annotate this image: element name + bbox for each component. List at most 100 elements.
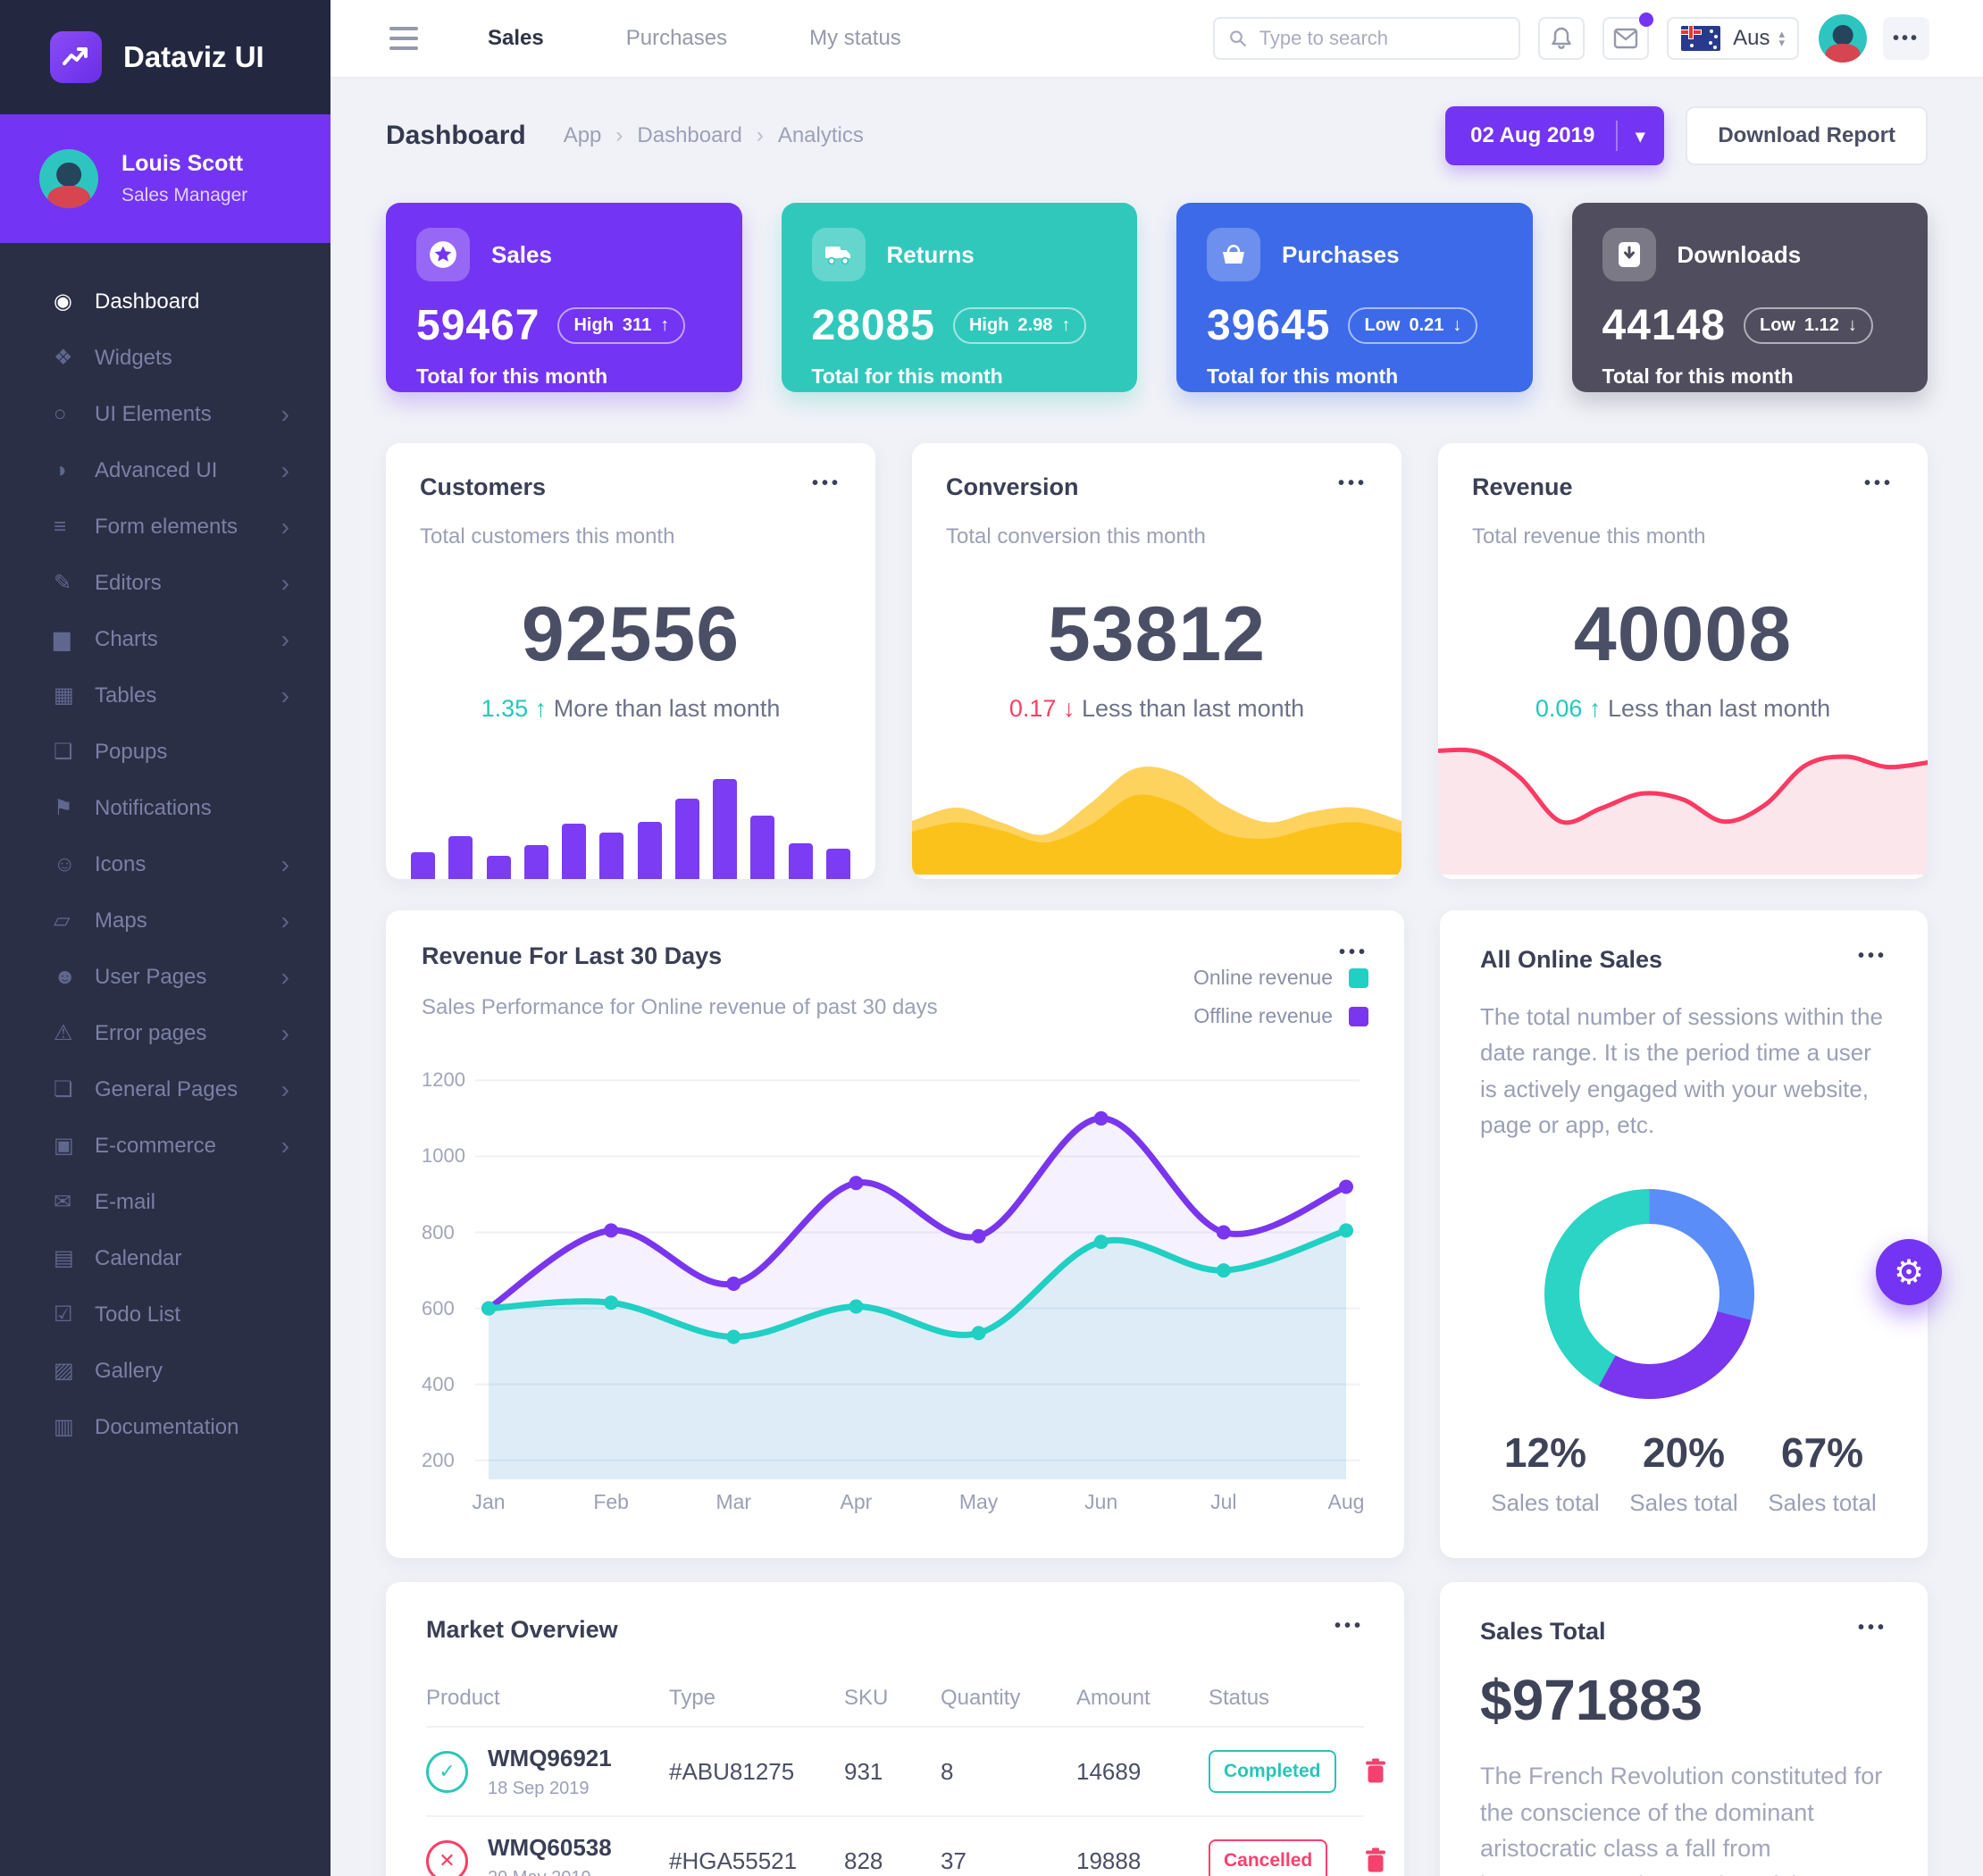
sidebar-item-ui-elements[interactable]: ○ UI Elements › <box>0 386 330 442</box>
sidebar-item-maps[interactable]: ▱ Maps › <box>0 892 330 949</box>
hamburger-menu-icon[interactable] <box>389 27 418 50</box>
sidebar-item-documentation[interactable]: ▥ Documentation <box>0 1399 330 1455</box>
sidebar-item-calendar[interactable]: ▤ Calendar <box>0 1230 330 1286</box>
settings-fab[interactable]: ⚙ <box>1876 1239 1942 1305</box>
y-axis: 1200 1000 800 600 400 200 <box>422 1059 466 1479</box>
card-subtitle: Total conversion this month <box>946 524 1206 549</box>
table-row[interactable]: ✓ WMQ96921 18 Sep 2019 #ABU81275 931 8 1… <box>426 1726 1385 1815</box>
delete-row-button[interactable] <box>1364 1758 1387 1785</box>
bell-icon <box>1552 27 1571 49</box>
trash-icon <box>1366 1758 1385 1783</box>
card-menu-button[interactable]: ••• <box>1863 473 1894 493</box>
sidebar-item-user-pages[interactable]: ☻ User Pages › <box>0 949 330 1005</box>
card-menu-button[interactable]: ••• <box>1338 942 1368 962</box>
check-circle-icon: ✓ <box>426 1750 468 1793</box>
tab-sales[interactable]: Sales <box>488 26 544 50</box>
sidebar-item-error-pages[interactable]: ⚠ Error pages › <box>0 1005 330 1061</box>
breadcrumb-app[interactable]: App <box>563 123 602 147</box>
sidebar-item-widgets[interactable]: ❖ Widgets <box>0 330 330 386</box>
breadcrumb-analytics[interactable]: Analytics <box>777 123 864 147</box>
chevron-updown-icon: ▴ ▾ <box>1778 27 1785 49</box>
sidebar-item-editors[interactable]: ✎ Editors › <box>0 555 330 611</box>
mail-icon <box>1613 28 1638 49</box>
status-badge: Completed <box>1209 1750 1336 1793</box>
bar <box>562 824 587 879</box>
more-options-button[interactable]: ••• <box>1883 17 1929 60</box>
bar-chart-icon: ▆ <box>54 627 71 651</box>
sidebar-item-dashboard[interactable]: ◉ Dashboard <box>0 273 330 330</box>
download-report-button[interactable]: Download Report <box>1686 106 1928 165</box>
chevron-right-icon: › <box>280 624 289 653</box>
star-icon <box>416 228 470 281</box>
purchases-stat-card[interactable]: Purchases 39645 Low 0.21 ↓ Total for this … <box>1176 203 1533 392</box>
card-subtitle: Total revenue this month <box>1472 524 1706 549</box>
alert-icon: ⚠ <box>54 1021 73 1045</box>
revenue-spark-chart <box>1438 727 1928 879</box>
sidebar-item-notifications[interactable]: ⚑ Notifications <box>0 780 330 836</box>
unread-badge <box>1639 13 1654 27</box>
bar <box>750 816 775 879</box>
stat-label: Sales <box>491 240 552 268</box>
donut-stats: 12% Sales total 20% Sales total 67% Sale… <box>1480 1428 1887 1517</box>
sidebar-item-advanced-ui[interactable]: ◑ Advanced UI › <box>0 442 330 498</box>
sidebar-item-label: Error pages <box>95 1020 207 1045</box>
messages-button[interactable] <box>1602 13 1654 60</box>
sidebar-item-icons[interactable]: ☺ Icons › <box>0 836 330 892</box>
card-menu-button[interactable]: ••• <box>1857 946 1887 966</box>
x-tick-label: Jul <box>1210 1490 1237 1513</box>
table-row[interactable]: ✕ WMQ60538 29 May 2019 #HGA55521 828 37 … <box>426 1815 1385 1876</box>
search-input[interactable] <box>1259 27 1505 50</box>
chevron-right-icon: › <box>280 681 289 709</box>
sidebar-item-label: Documentation <box>95 1414 239 1439</box>
tab-purchases[interactable]: Purchases <box>625 26 728 50</box>
sidebar-item-popups[interactable]: ❑ Popups <box>0 724 330 780</box>
card-menu-button[interactable]: ••• <box>1857 1618 1887 1637</box>
sidebar: Dataviz UI Louis Scott Sales Manager ◉ Da… <box>0 0 330 1876</box>
downloads-stat-card[interactable]: Downloads 44148 Low 1.12 ↓ Total for this … <box>1571 203 1928 392</box>
sidebar-item-label: Dashboard <box>95 289 200 314</box>
sidebar-item-charts[interactable]: ▆ Charts › <box>0 611 330 667</box>
card-menu-button[interactable]: ••• <box>1334 1616 1364 1636</box>
sidebar-item-label: E-commerce <box>95 1133 217 1158</box>
sidebar-item-form-elements[interactable]: ≡ Form elements › <box>0 498 330 555</box>
y-tick-label: 600 <box>422 1296 455 1319</box>
top-navbar: Sales Purchases My status <box>330 0 1983 79</box>
notifications-button[interactable] <box>1538 17 1586 60</box>
basket-icon: ▣ <box>54 1134 74 1158</box>
all-online-sales-card: All Online Sales ••• The total number of… <box>1440 910 1942 1558</box>
card-title: Conversion <box>946 473 1079 500</box>
card-menu-button[interactable]: ••• <box>1337 473 1368 493</box>
chevron-right-icon: › <box>280 1131 289 1160</box>
sidebar-item-e-commerce[interactable]: ▣ E-commerce › <box>0 1118 330 1174</box>
donut-label: Sales total <box>1629 1489 1738 1516</box>
breadcrumb-dashboard[interactable]: Dashboard <box>637 123 742 147</box>
sidebar-item-label: Notifications <box>95 795 212 820</box>
donut-percent: 20% <box>1642 1429 1726 1476</box>
logo[interactable]: Dataviz UI <box>0 0 330 114</box>
sidebar-item-e-mail[interactable]: ✉ E-mail <box>0 1174 330 1230</box>
date-picker-button[interactable]: 02 Aug 2019 ▾ <box>1445 106 1665 165</box>
card-menu-button[interactable]: ••• <box>811 473 841 493</box>
sidebar-item-gallery[interactable]: ▨ Gallery <box>0 1343 330 1399</box>
sidebar-item-label: Tables <box>95 683 157 708</box>
navbar-avatar[interactable] <box>1819 14 1867 63</box>
returns-stat-card[interactable]: Returns 28085 High 2.98 ↑ Total for this m… <box>781 203 1137 392</box>
sidebar-item-tables[interactable]: ▦ Tables › <box>0 667 330 724</box>
sales-stat-card[interactable]: Sales 59467 High 311 ↑ Total for this mont… <box>386 203 742 392</box>
x-tick-label: Feb <box>593 1490 629 1513</box>
bell-icon: ⚑ <box>54 796 73 820</box>
tab-my-status[interactable]: My status <box>809 26 901 50</box>
breadcrumb: App › Dashboard › Analytics <box>564 123 878 148</box>
product-quantity: 8 <box>941 1757 954 1785</box>
locale-selector[interactable]: Aus ▴ ▾ <box>1667 17 1799 60</box>
sidebar-item-label: Form elements <box>95 514 238 539</box>
table-icon: ▦ <box>54 683 74 708</box>
revenue-card: Revenue ••• Total revenue this month 400… <box>1438 443 1928 879</box>
main-content: Dashboard App › Dashboard › Analytics 02… <box>386 79 1942 1876</box>
delete-row-button[interactable] <box>1364 1847 1387 1874</box>
page-icon: ❏ <box>54 1077 73 1101</box>
sidebar-item-general-pages[interactable]: ❏ General Pages › <box>0 1061 330 1118</box>
sidebar-item-todo-list[interactable]: ☑ Todo List <box>0 1286 330 1343</box>
user-profile[interactable]: Louis Scott Sales Manager <box>0 114 330 243</box>
